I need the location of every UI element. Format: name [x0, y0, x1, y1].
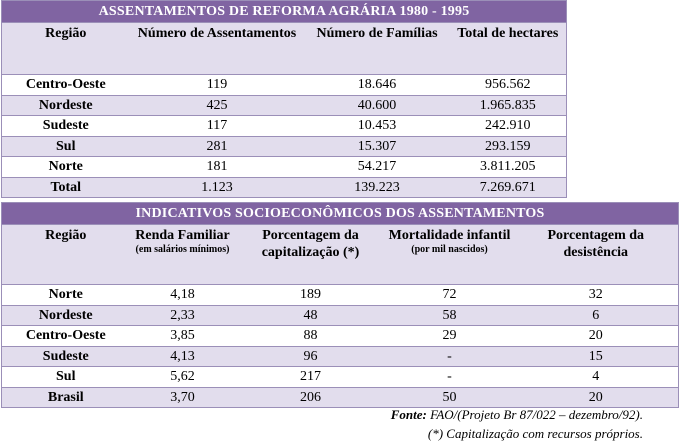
value-cell: 40.600 [304, 95, 450, 116]
value-cell: 96 [235, 346, 386, 367]
table-title: INDICATIVOS SOCIOECONÔMICOS DOS ASSENTAM… [1, 202, 679, 225]
value-cell: 119 [129, 74, 305, 96]
socioeconomic-table: INDICATIVOS SOCIOECONÔMICOS DOS ASSENTAM… [1, 202, 680, 408]
value-cell: 48 [235, 305, 386, 326]
header-renda-sub: (em salários mínimos) [135, 244, 230, 255]
region-cell: Sul [1, 136, 130, 157]
footnote: (*) Capitalização com recursos próprios. [427, 426, 643, 441]
value-cell: 32 [513, 284, 679, 306]
value-cell: - [385, 346, 514, 367]
table-row: Sudeste 117 10.453 242.910 [1, 115, 567, 137]
value-cell: 281 [129, 136, 305, 157]
value-cell: 4 [513, 366, 679, 388]
header-mortalidade-sub: (por mil nascidos) [411, 244, 488, 255]
value-cell: 5,62 [129, 366, 236, 388]
value-cell: 6 [513, 305, 679, 326]
value-cell: 54.217 [304, 156, 450, 178]
value-cell: - [385, 366, 514, 388]
region-cell: Sudeste [1, 346, 130, 367]
value-cell: 3.811.205 [449, 156, 567, 178]
header-regiao: Região [1, 22, 130, 75]
value-cell: 20 [513, 325, 679, 347]
table-title: ASSENTAMENTOS DE REFORMA AGRÁRIA 1980 - … [1, 0, 567, 23]
value-cell: 72 [385, 284, 514, 306]
value-cell: 4,18 [129, 284, 236, 306]
value-cell: 18.646 [304, 74, 450, 96]
value-cell: 425 [129, 95, 305, 116]
value-cell: 1.123 [129, 177, 305, 198]
value-cell: 217 [235, 366, 386, 388]
header-familias: Número de Famílias [304, 22, 450, 75]
region-cell: Sudeste [1, 115, 130, 137]
header-desistencia: Porcentagem da desistência [513, 224, 679, 285]
header-hectares: Total de hectares [449, 22, 567, 75]
value-cell: 15.307 [304, 136, 450, 157]
region-cell: Nordeste [1, 305, 130, 326]
value-cell: 15 [513, 346, 679, 367]
value-cell: 2,33 [129, 305, 236, 326]
value-cell: 58 [385, 305, 514, 326]
value-cell: 88 [235, 325, 386, 347]
value-cell: 50 [385, 387, 514, 408]
table-row: Sudeste 4,13 96-15 [1, 346, 679, 367]
settlements-table: ASSENTAMENTOS DE REFORMA AGRÁRIA 1980 - … [1, 0, 568, 198]
value-cell: 3,70 [129, 387, 236, 408]
value-cell: 3,85 [129, 325, 236, 347]
region-cell: Centro-Oeste [1, 325, 130, 347]
region-cell: Sul [1, 366, 130, 388]
value-cell: 1.965.835 [449, 95, 567, 116]
table-row: Nordeste 2,33 48 58 6 [1, 305, 679, 326]
source-note: Fonte: FAO/(Projeto Br 87/022 – dezembro… [390, 407, 643, 422]
table-row: Nordeste 425 40.600 1.965.835 [1, 95, 567, 116]
table-row: Sul 5,62 217-4 [1, 366, 679, 388]
table-row: Centro-Oeste 3,85 88 29 20 [1, 325, 679, 347]
value-cell: 293.159 [449, 136, 567, 157]
table-row: Sul 281 15.307 293.159 [1, 136, 567, 157]
value-cell: 956.562 [449, 74, 567, 96]
table-row: Brasil 3,70 206 50 20 [1, 387, 679, 408]
table-row: Norte 181 54.217 3.811.205 [1, 156, 567, 178]
value-cell: 206 [235, 387, 386, 408]
value-cell: 181 [129, 156, 305, 178]
value-cell: 10.453 [304, 115, 450, 137]
value-cell: 4,13 [129, 346, 236, 367]
value-cell: 139.223 [304, 177, 450, 198]
header-regiao: Região [1, 224, 130, 285]
header-renda: Renda Familiar (em salários mínimos) [129, 224, 236, 285]
value-cell: 189 [235, 284, 386, 306]
header-capitalizacao: Porcentagem da capitalização (*) [235, 224, 386, 285]
table-row: Total 1.123 139.223 7.269.671 [1, 177, 567, 198]
table-row: Centro-Oeste 119 18.646 956.562 [1, 74, 567, 96]
value-cell: 242.910 [449, 115, 567, 137]
value-cell: 7.269.671 [449, 177, 567, 198]
region-cell: Nordeste [1, 95, 130, 116]
header-mortalidade: Mortalidade infantil (por mil nascidos) [385, 224, 514, 285]
value-cell: 117 [129, 115, 305, 137]
value-cell: 20 [513, 387, 679, 408]
value-cell: 29 [385, 325, 514, 347]
table-row: Norte 4,18 189 72 32 [1, 284, 679, 306]
region-cell: Brasil [1, 387, 130, 408]
region-cell: Norte [1, 284, 130, 306]
region-cell: Total [1, 177, 130, 198]
region-cell: Norte [1, 156, 130, 178]
header-assentamentos: Número de Assentamentos [129, 22, 305, 75]
region-cell: Centro-Oeste [1, 74, 130, 96]
